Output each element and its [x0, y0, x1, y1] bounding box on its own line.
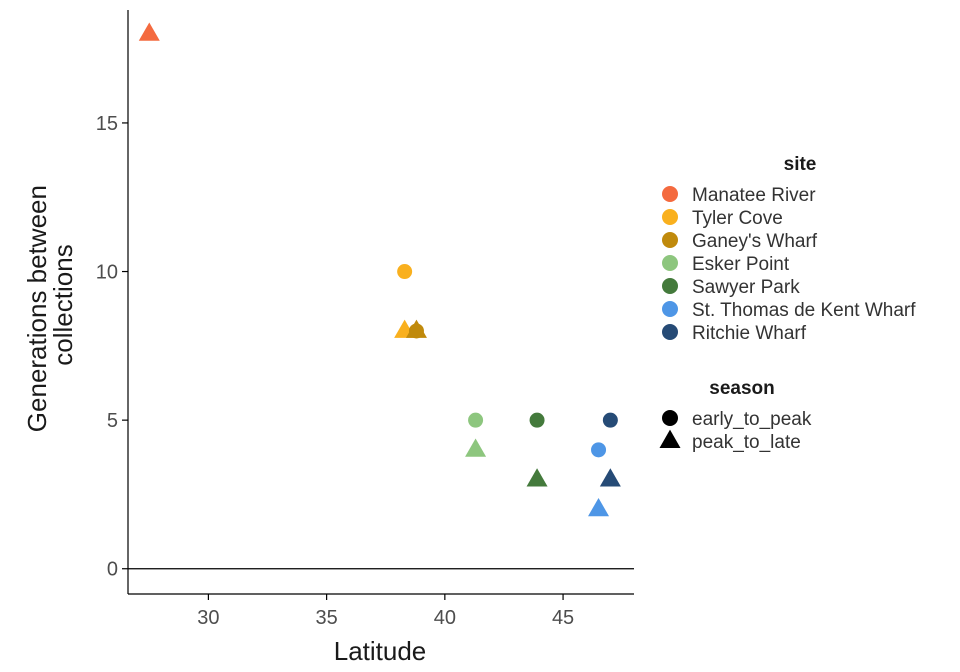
point-ritchie-wharf-peak-to-late [599, 468, 621, 487]
y-axis-label-line-2: collections [48, 244, 78, 365]
y-tick-label: 15 [96, 113, 118, 135]
legend-key-tyler-cove [662, 209, 678, 225]
point-tyler-cove-early-to-peak [397, 264, 413, 280]
x-axis-label: Latitude [334, 636, 427, 666]
y-tick-label: 10 [96, 262, 118, 284]
y-axis-label-line-1: Generations between [22, 185, 52, 432]
y-tick-label: 0 [107, 559, 118, 581]
y-axis-label: Generations between collections [22, 178, 78, 432]
legend-key-ritchie-wharf [662, 324, 678, 340]
point-ritchie-wharf-early-to-peak [602, 412, 618, 428]
legend-key-st-thomas-de-kent-wharf [662, 301, 678, 317]
legend-key-esker-point [662, 255, 678, 271]
point-sawyer-park-early-to-peak [529, 412, 545, 428]
x-tick-label: 35 [315, 607, 337, 629]
point-ganey-s-wharf-peak-to-late [405, 319, 427, 338]
legend-label-esker-point: Esker Point [692, 254, 790, 275]
legend-label-manatee-river: Manatee River [692, 185, 816, 206]
point-manatee-river-peak-to-late [138, 22, 160, 41]
legend-season-title: season [709, 378, 774, 399]
point-esker-point-peak-to-late [465, 438, 487, 457]
plot-area: 30 35 40 45 0 5 10 15 [96, 10, 634, 629]
x-tick-label: 30 [197, 607, 219, 629]
legend-label-early-to-peak: early_to_peak [692, 409, 812, 430]
data-points [138, 22, 621, 517]
legend-label-ganey-s-wharf: Ganey's Wharf [692, 231, 818, 252]
legend-key-sawyer-park [662, 278, 678, 294]
legend-label-sawyer-park: Sawyer Park [692, 277, 800, 298]
x-tick-label: 45 [552, 607, 574, 629]
point-sawyer-park-peak-to-late [526, 468, 548, 487]
legend-site-title: site [784, 154, 817, 175]
x-tick-label: 40 [434, 607, 456, 629]
y-tick-label: 5 [107, 410, 118, 432]
legend-key-peak-to-late [659, 429, 681, 448]
x-axis-ticks: 30 35 40 45 [197, 594, 574, 629]
legend-label-ritchie-wharf: Ritchie Wharf [692, 323, 807, 344]
point-st-thomas-de-kent-wharf-peak-to-late [588, 497, 610, 517]
point-st-thomas-de-kent-wharf-early-to-peak [591, 442, 607, 458]
legend-key-early-to-peak [662, 410, 678, 426]
point-esker-point-early-to-peak [468, 412, 484, 428]
legend-label-tyler-cove: Tyler Cove [692, 208, 783, 229]
legend-label-peak-to-late: peak_to_late [692, 432, 801, 453]
y-axis-ticks: 0 5 10 15 [96, 113, 128, 581]
legend-label-st-thomas-de-kent-wharf: St. Thomas de Kent Wharf [692, 300, 916, 321]
legend-key-manatee-river [662, 186, 678, 202]
legend-key-ganey-s-wharf [662, 232, 678, 248]
